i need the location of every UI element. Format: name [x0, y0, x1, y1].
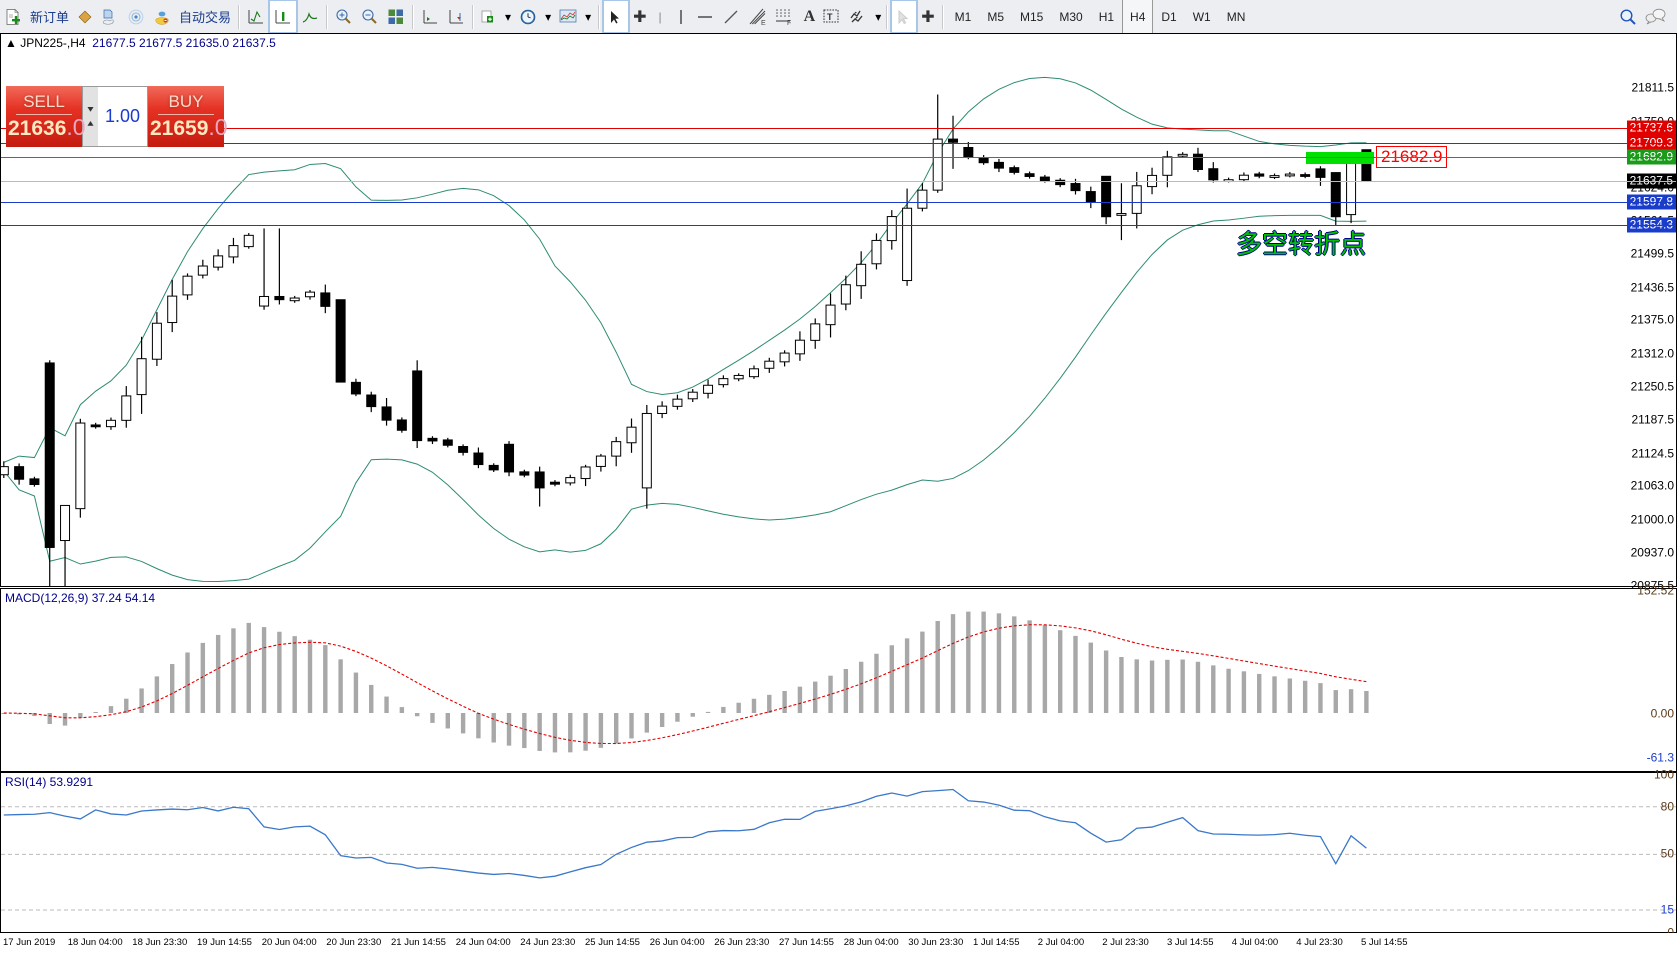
- svg-text:E: E: [761, 20, 766, 26]
- svg-text:F: F: [787, 20, 791, 25]
- svg-text:T: T: [827, 12, 833, 22]
